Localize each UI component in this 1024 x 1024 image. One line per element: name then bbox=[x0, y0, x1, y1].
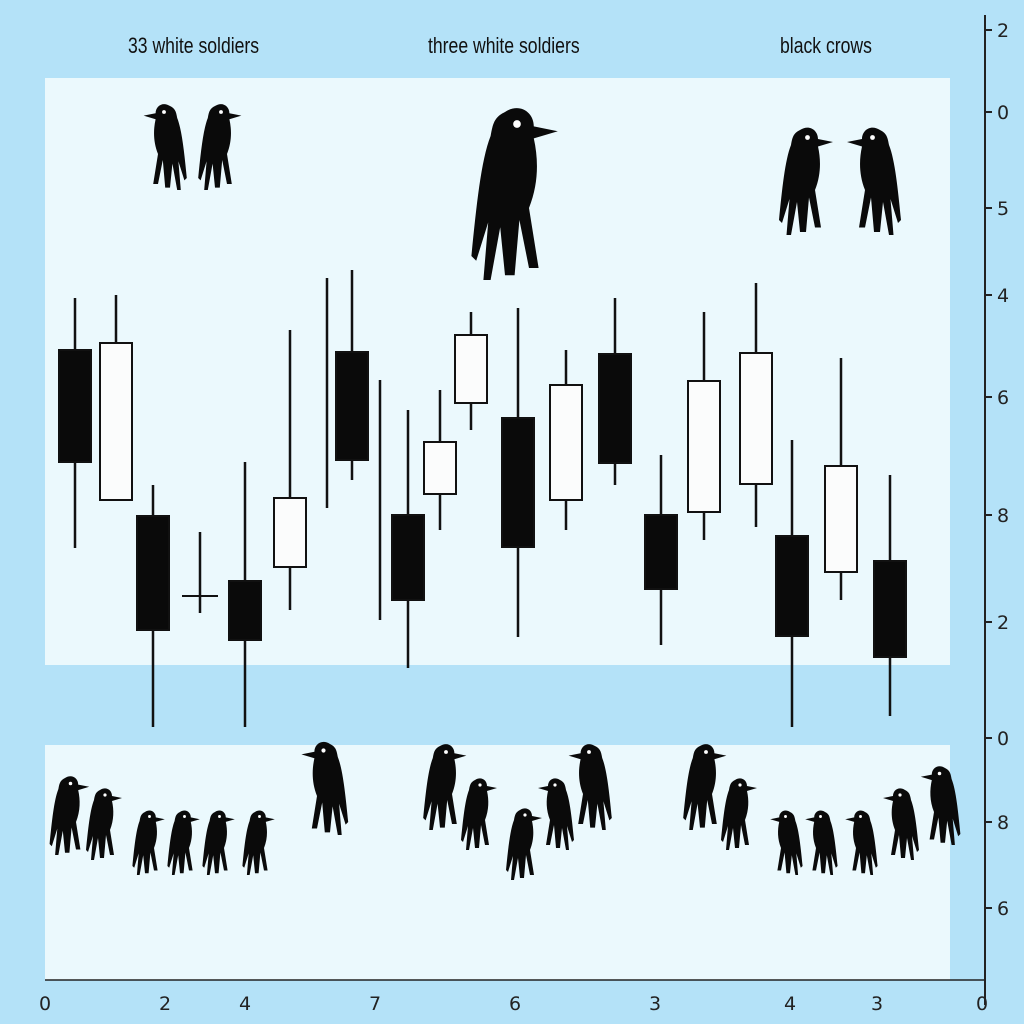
crow-illustration bbox=[721, 778, 757, 850]
candle-body bbox=[739, 352, 773, 485]
y-tick-label: 4 bbox=[997, 285, 1009, 307]
candle-white bbox=[99, 295, 133, 501]
candle-black bbox=[136, 485, 170, 727]
annotation-black-crows: black crows bbox=[780, 33, 872, 58]
candle-black bbox=[598, 298, 632, 485]
crow-illustration bbox=[920, 766, 961, 845]
candle-body bbox=[598, 353, 632, 464]
x-tick-label: 3 bbox=[649, 993, 661, 1015]
candle-body bbox=[335, 351, 369, 461]
x-tick-label: 4 bbox=[239, 993, 251, 1015]
y-tick-label: 8 bbox=[997, 505, 1009, 527]
crow-illustration bbox=[845, 810, 878, 875]
crow-illustration bbox=[805, 810, 838, 875]
candle-white bbox=[739, 283, 773, 527]
candle-white bbox=[423, 390, 457, 530]
candle-black bbox=[58, 298, 92, 548]
crow-illustration bbox=[461, 778, 497, 850]
candle-black bbox=[335, 270, 369, 480]
annotation-33-white-soldiers: 33 white soldiers bbox=[128, 33, 260, 58]
annotation-three-white-soldiers: three white soldiers bbox=[428, 33, 580, 58]
candle-body bbox=[824, 465, 858, 573]
x-tick-label: 2 bbox=[159, 993, 171, 1015]
x-tick-label: 7 bbox=[369, 993, 381, 1015]
y-tick-label: 8 bbox=[997, 812, 1009, 834]
candle-black bbox=[644, 455, 678, 645]
crow-illustration bbox=[770, 810, 803, 875]
candle-body bbox=[775, 535, 809, 637]
x-tick-label: 6 bbox=[509, 993, 521, 1015]
candle-body bbox=[423, 441, 457, 495]
y-tick-label: 0 bbox=[997, 102, 1009, 124]
crow-illustration bbox=[883, 788, 919, 860]
candle-white bbox=[454, 312, 488, 430]
candle-black bbox=[391, 410, 425, 668]
crow-illustration bbox=[568, 744, 612, 830]
crow-illustration bbox=[538, 778, 574, 850]
candle-black bbox=[775, 440, 809, 727]
crow-illustration bbox=[423, 744, 467, 830]
crow-illustration bbox=[242, 810, 275, 875]
x-tick-label: 0 bbox=[976, 993, 988, 1015]
x-tick-label: 4 bbox=[784, 993, 796, 1015]
y-tick-label: 0 bbox=[997, 728, 1009, 750]
candle-black bbox=[228, 462, 262, 727]
candle-black bbox=[501, 308, 535, 637]
y-tick-label: 5 bbox=[997, 198, 1009, 220]
y-tick-label: 6 bbox=[997, 898, 1009, 920]
crow-illustration bbox=[86, 788, 122, 860]
candle-doji bbox=[182, 532, 218, 613]
crow-illustration bbox=[779, 127, 833, 235]
candle-body bbox=[391, 514, 425, 601]
candle-white bbox=[549, 350, 583, 530]
candle-body bbox=[273, 497, 307, 568]
y-tick-label: 6 bbox=[997, 387, 1009, 409]
candle-body bbox=[644, 514, 678, 590]
crow-illustration bbox=[847, 127, 901, 235]
candle-body bbox=[501, 417, 535, 548]
crow-illustration bbox=[471, 108, 558, 280]
crow-illustration bbox=[143, 104, 187, 190]
y-tick-label: 2 bbox=[997, 612, 1009, 634]
candle-body bbox=[873, 560, 907, 658]
candle-body bbox=[58, 349, 92, 463]
y-tick-label: 2 bbox=[997, 20, 1009, 42]
candle-white bbox=[273, 330, 307, 610]
candle-white bbox=[687, 312, 721, 540]
x-tick-label: 3 bbox=[871, 993, 883, 1015]
crow-illustration bbox=[506, 808, 542, 880]
crow-illustration bbox=[198, 104, 242, 190]
candle-body bbox=[549, 384, 583, 501]
crow-illustration bbox=[202, 810, 235, 875]
crow-illustration bbox=[683, 744, 727, 830]
crow-illustration bbox=[132, 810, 165, 875]
crow-illustration bbox=[167, 810, 200, 875]
x-tick-label: 0 bbox=[39, 993, 51, 1015]
candle-white bbox=[824, 358, 858, 600]
candle-body bbox=[136, 515, 170, 631]
candle-body bbox=[228, 580, 262, 641]
candle-body bbox=[687, 380, 721, 513]
crow-illustration bbox=[301, 741, 349, 835]
candle-body bbox=[454, 334, 488, 404]
candle-black bbox=[873, 475, 907, 716]
candle-body bbox=[99, 342, 133, 501]
crow-illustration bbox=[49, 776, 90, 855]
